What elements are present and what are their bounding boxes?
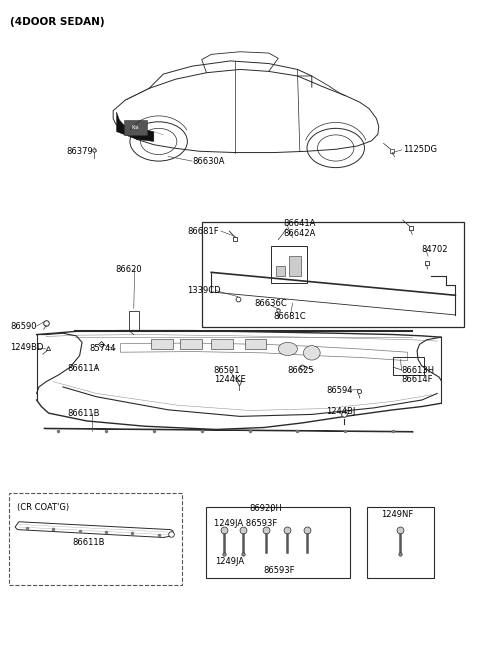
Bar — [180, 339, 202, 349]
Bar — [9, 493, 181, 584]
Bar — [289, 256, 301, 276]
Text: (4DOOR SEDAN): (4DOOR SEDAN) — [10, 17, 105, 27]
Bar — [129, 311, 139, 331]
Text: 1339CD: 1339CD — [187, 286, 221, 295]
Text: 86630A: 86630A — [192, 157, 225, 165]
Polygon shape — [117, 112, 154, 142]
Text: 85744: 85744 — [89, 344, 116, 354]
Text: 1244KE: 1244KE — [214, 375, 245, 384]
Text: 86590: 86590 — [10, 321, 37, 331]
Text: 86681F: 86681F — [187, 226, 219, 236]
Text: 86681C: 86681C — [274, 312, 306, 321]
Text: 1249JA 86593F: 1249JA 86593F — [214, 519, 277, 527]
Text: 1249NF: 1249NF — [381, 510, 413, 519]
Bar — [271, 245, 307, 283]
Bar — [245, 339, 266, 349]
Bar — [206, 507, 350, 578]
Bar — [152, 339, 173, 349]
Text: 86379: 86379 — [66, 147, 93, 155]
Text: 86625: 86625 — [287, 366, 313, 375]
Text: 84702: 84702 — [422, 245, 448, 254]
Bar — [276, 266, 286, 276]
Text: 86611B: 86611B — [72, 538, 105, 547]
Bar — [211, 339, 233, 349]
Bar — [202, 222, 464, 327]
Text: 86920H: 86920H — [250, 504, 282, 512]
Ellipse shape — [303, 346, 320, 360]
Text: 1249BD: 1249BD — [10, 343, 44, 352]
Bar — [393, 357, 424, 375]
Text: 1125DG: 1125DG — [403, 146, 437, 154]
Text: 86593F: 86593F — [263, 565, 294, 575]
Text: (CR COAT'G): (CR COAT'G) — [17, 503, 70, 512]
Text: 86594: 86594 — [326, 386, 353, 395]
Text: 1244BJ: 1244BJ — [326, 407, 356, 417]
Text: Kia: Kia — [132, 125, 139, 130]
Text: 86641A: 86641A — [283, 218, 315, 228]
Text: 86591: 86591 — [214, 366, 240, 375]
Text: 86620: 86620 — [116, 264, 142, 274]
Text: 86611B: 86611B — [68, 409, 100, 418]
Text: 86611A: 86611A — [68, 364, 100, 373]
Bar — [367, 507, 434, 578]
Text: 86636C: 86636C — [254, 299, 287, 308]
Text: 1249JA: 1249JA — [215, 557, 244, 566]
Bar — [124, 121, 147, 135]
Text: 86614F: 86614F — [402, 375, 433, 384]
Text: 86642A: 86642A — [283, 228, 315, 237]
Ellipse shape — [278, 342, 298, 356]
Text: 86613H: 86613H — [402, 366, 435, 375]
